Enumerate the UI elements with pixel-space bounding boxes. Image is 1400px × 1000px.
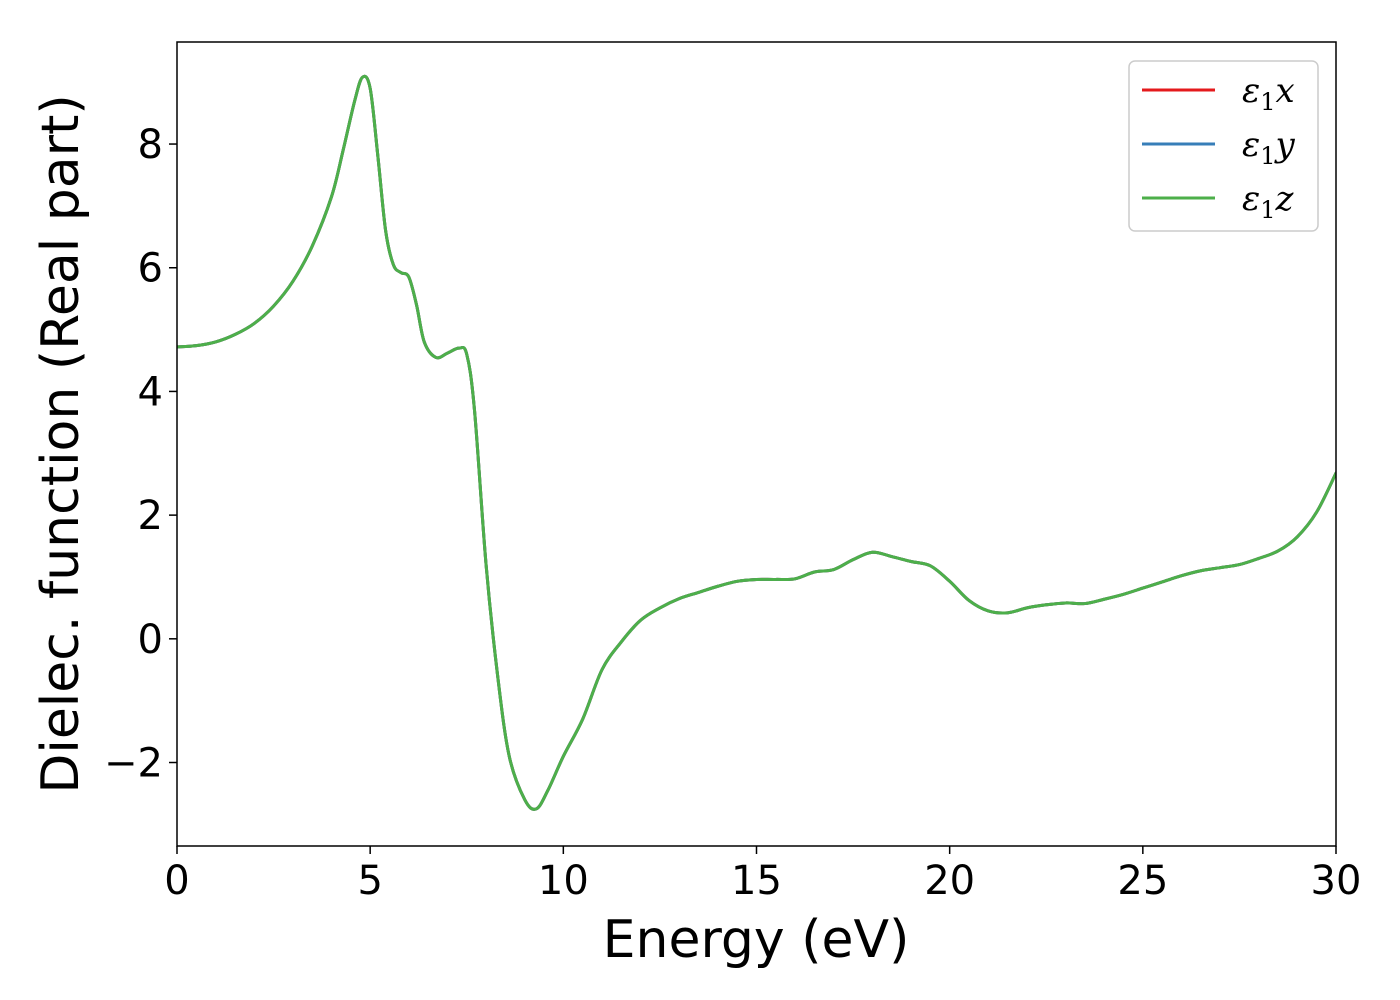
y-axis-label: Dielec. function (Real part) xyxy=(31,94,91,793)
legend-label-z: ε1z xyxy=(1242,179,1295,224)
y-tick-label: 2 xyxy=(138,493,163,539)
x-tick-label: 15 xyxy=(731,858,782,904)
y-tick-label: 4 xyxy=(138,369,163,415)
y-tick-label: 6 xyxy=(138,246,163,292)
x-tick-label: 25 xyxy=(1117,858,1168,904)
series-line-z xyxy=(177,74,1336,811)
series-layer xyxy=(177,74,1336,811)
legend-frame xyxy=(1128,60,1319,232)
legend-label-y: ε1y xyxy=(1242,125,1296,170)
x-tick-label: 20 xyxy=(924,858,975,904)
x-axis-ticks: 0 5 10 15 20 25 30 xyxy=(164,846,1361,904)
legend-label-x: ε1x xyxy=(1242,71,1295,116)
x-axis-label: Energy (eV) xyxy=(603,910,910,970)
x-tick-label: 0 xyxy=(164,858,189,904)
y-axis-ticks: −2 0 2 4 6 8 xyxy=(104,122,177,787)
y-tick-label: 8 xyxy=(138,122,163,168)
x-tick-label: 30 xyxy=(1311,858,1362,904)
x-tick-label: 5 xyxy=(357,858,382,904)
y-tick-label: −2 xyxy=(104,741,163,787)
y-tick-label: 0 xyxy=(138,617,163,663)
x-tick-label: 10 xyxy=(538,858,589,904)
legend: ε1x ε1y ε1z xyxy=(1128,60,1319,232)
